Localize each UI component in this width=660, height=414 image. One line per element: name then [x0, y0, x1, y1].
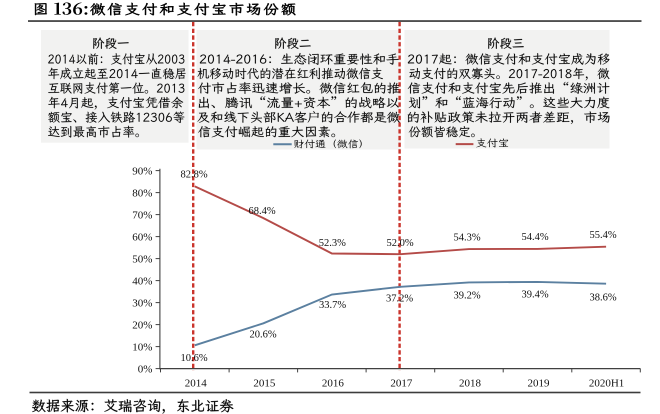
svg-text:54.3%: 54.3% [453, 233, 480, 244]
svg-text:60%: 60% [132, 231, 152, 243]
svg-text:2018: 2018 [459, 377, 482, 389]
svg-text:2016: 2016 [322, 377, 345, 389]
svg-text:0%: 0% [138, 363, 153, 375]
svg-text:82.8%: 82.8% [180, 170, 207, 181]
svg-text:2017: 2017 [390, 377, 413, 389]
svg-text:50%: 50% [132, 253, 152, 265]
svg-text:2020H1: 2020H1 [589, 377, 624, 389]
svg-text:52.0%: 52.0% [386, 238, 413, 249]
svg-text:54.4%: 54.4% [521, 232, 548, 243]
svg-text:20.6%: 20.6% [249, 330, 276, 341]
svg-text:2019: 2019 [528, 377, 551, 389]
svg-text:38.6%: 38.6% [589, 293, 616, 304]
svg-text:39.2%: 39.2% [453, 290, 480, 301]
svg-text:30%: 30% [132, 297, 152, 309]
svg-text:70%: 70% [132, 209, 152, 221]
svg-text:39.4%: 39.4% [521, 290, 548, 301]
svg-text:68.4%: 68.4% [248, 206, 275, 217]
svg-text:2014: 2014 [185, 377, 208, 389]
svg-text:55.4%: 55.4% [589, 230, 616, 241]
svg-text:2015: 2015 [253, 377, 276, 389]
svg-text:20%: 20% [132, 319, 152, 331]
svg-text:10.6%: 10.6% [180, 353, 207, 364]
svg-text:10%: 10% [132, 341, 152, 353]
svg-text:90%: 90% [132, 165, 152, 177]
svg-text:80%: 80% [132, 187, 152, 199]
svg-text:33.7%: 33.7% [319, 300, 346, 311]
svg-text:40%: 40% [132, 275, 152, 287]
svg-text:52.3%: 52.3% [319, 238, 346, 249]
svg-text:37.2%: 37.2% [386, 293, 413, 304]
